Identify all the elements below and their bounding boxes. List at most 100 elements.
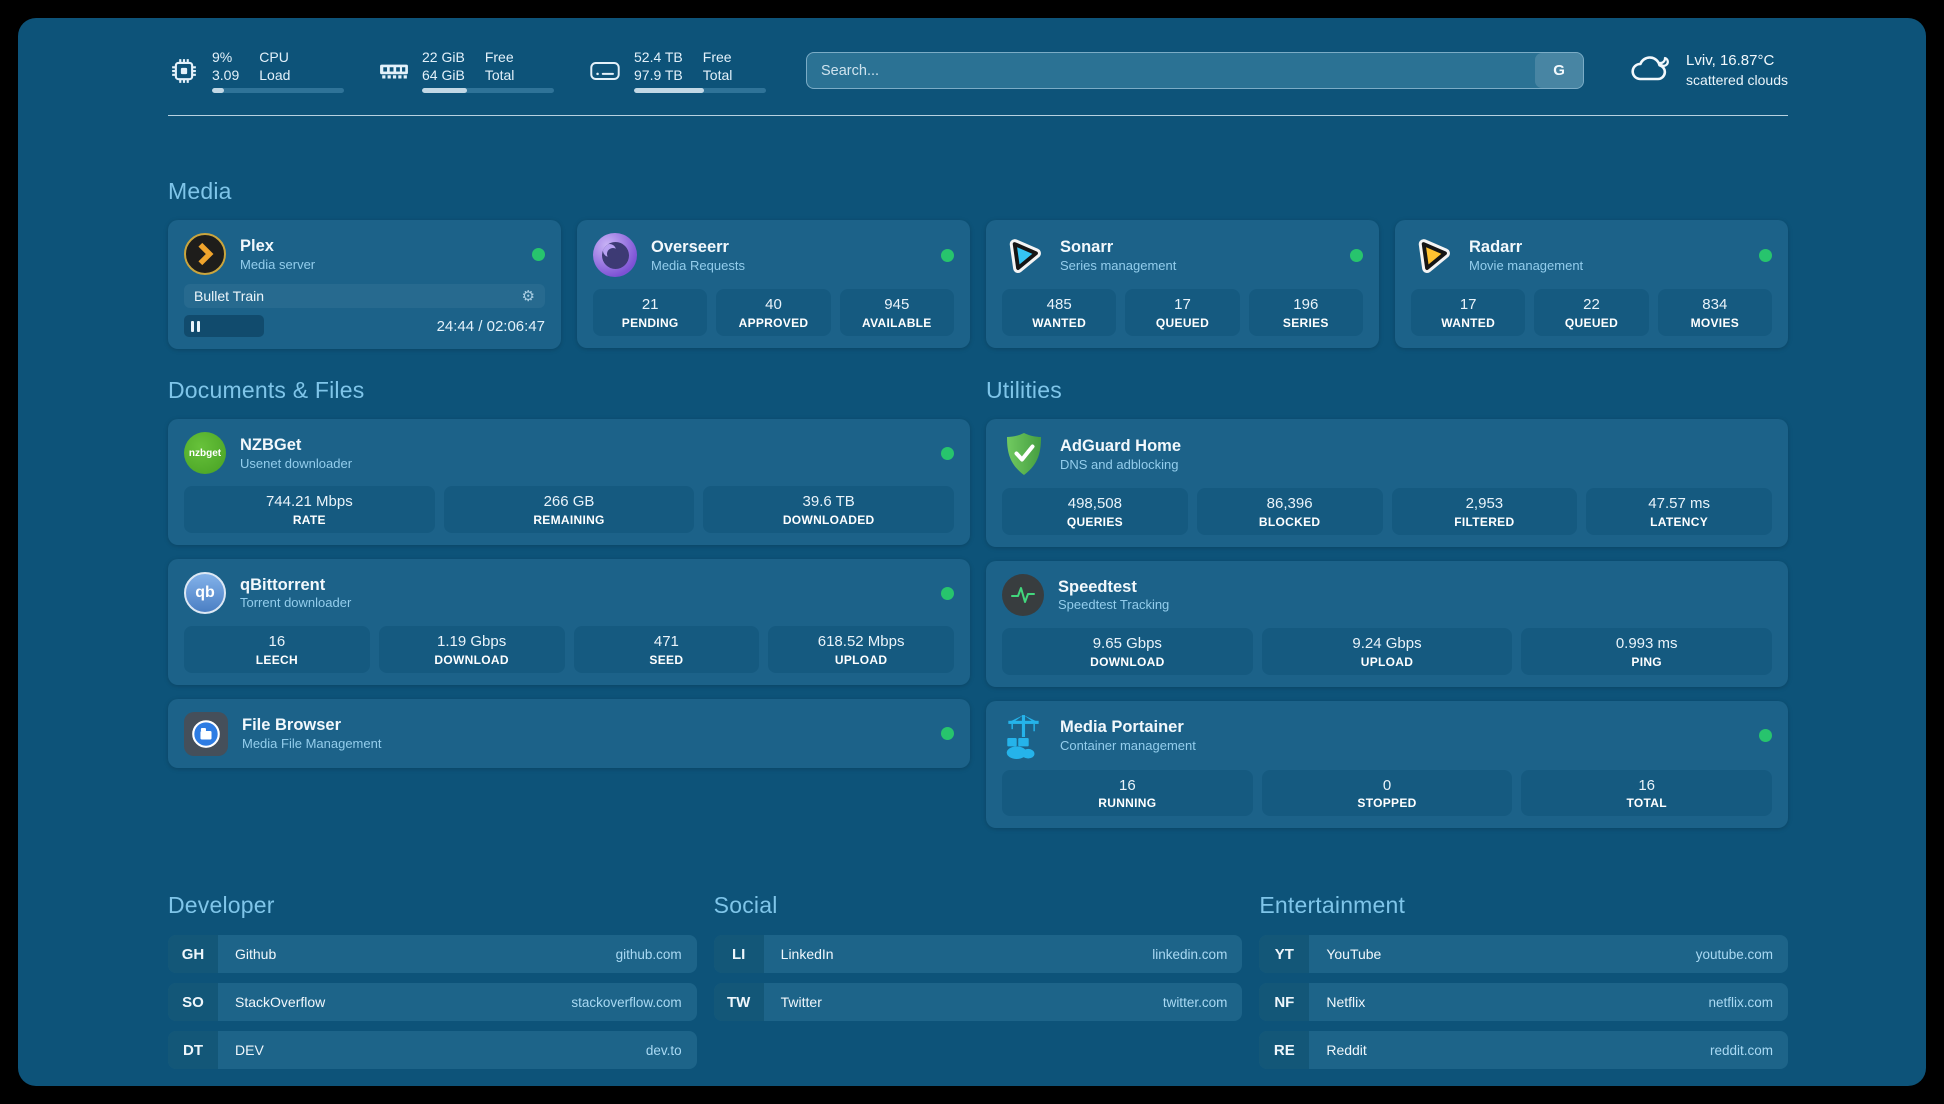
gear-icon[interactable]: ⚙: [521, 287, 535, 305]
app-card-overseerr[interactable]: Overseerr Media Requests 21 PENDING 40 A…: [577, 220, 970, 349]
status-online-dot: [941, 586, 954, 600]
app-card-portainer[interactable]: Media Portainer Container management 16 …: [986, 700, 1788, 829]
stat-box: 16 LEECH: [184, 626, 370, 673]
section-media: Media Plex Media server: [168, 178, 1788, 350]
disk-total: 97.9 TB: [634, 67, 683, 84]
bookmark-abbr: RE: [1259, 1031, 1310, 1070]
app-title: Sonarr: [1060, 237, 1114, 256]
radarr-icon: [1411, 233, 1455, 277]
stat-box: 9.24 Gbps UPLOAD: [1261, 628, 1513, 675]
cpu-label: CPU: [259, 49, 289, 65]
qbittorrent-icon: qb: [184, 572, 226, 615]
bookmark-twitter[interactable]: TW Twitter twitter.com: [713, 983, 1243, 1022]
status-online-dot: [941, 248, 954, 262]
stat-label: BLOCKED: [1258, 514, 1321, 529]
ram-usage-bar: [422, 88, 554, 94]
pause-button[interactable]: [184, 315, 264, 338]
stat-box: 40 APPROVED: [716, 289, 831, 337]
bookmark-dev[interactable]: DT DEV dev.to: [168, 1031, 697, 1070]
stat-box: 618.52 Mbps UPLOAD: [768, 626, 954, 673]
section-title-documents: Documents & Files: [168, 377, 365, 404]
disk-label2: Total: [702, 67, 733, 84]
bookmark-github[interactable]: GH Github github.com: [168, 935, 697, 974]
bookmark-abbr: TW: [713, 983, 764, 1022]
app-subtitle: Usenet downloader: [240, 455, 353, 471]
stat-box: 16 RUNNING: [1002, 769, 1253, 817]
bookmark-abbr: SO: [168, 983, 218, 1022]
stat-label: QUEUED: [1564, 315, 1619, 330]
stat-label: QUEUED: [1155, 315, 1210, 330]
app-card-filebrowser[interactable]: File Browser Media File Management: [168, 698, 970, 768]
weather-location-temp: Lviv, 16.87°C: [1686, 52, 1775, 70]
stat-value: 945: [884, 296, 910, 314]
app-subtitle: Container management: [1060, 737, 1196, 753]
app-title: qBittorrent: [240, 575, 326, 594]
cpu-chip-icon: [168, 55, 200, 87]
stat-box: 834 MOVIES: [1657, 289, 1772, 337]
stat-label: FILTERED: [1454, 514, 1515, 529]
app-card-qbittorrent[interactable]: qb qBittorrent Torrent downloader 16 LEE…: [168, 559, 970, 685]
stat-value: 485: [1046, 296, 1072, 314]
stat-label: TOTAL: [1626, 796, 1667, 811]
app-card-nzbget[interactable]: nzbget NZBGet Usenet downloader 744.21 M…: [168, 419, 970, 546]
section-title-entertainment: Entertainment: [1259, 892, 1406, 919]
bookmark-netflix[interactable]: NF Netflix netflix.com: [1259, 983, 1788, 1022]
section-documents: Documents & Files nzbget NZBGet Usenet d…: [168, 377, 970, 768]
app-card-speedtest[interactable]: Speedtest Speedtest Tracking 9.65 Gbps D…: [986, 561, 1788, 687]
app-title: Radarr: [1469, 237, 1523, 256]
bookmark-reddit[interactable]: RE Reddit reddit.com: [1259, 1031, 1788, 1070]
stat-value: 40: [765, 296, 782, 314]
nzbget-icon: nzbget: [184, 432, 226, 475]
app-card-sonarr[interactable]: Sonarr Series management 485 WANTED 17 Q…: [986, 220, 1379, 349]
stat-value: 618.52 Mbps: [817, 633, 905, 651]
bookmark-youtube[interactable]: YT YouTube youtube.com: [1259, 935, 1788, 974]
app-subtitle: Media File Management: [242, 735, 382, 751]
cloud-icon: [1628, 51, 1672, 90]
stat-label: STOPPED: [1357, 796, 1417, 811]
search-input[interactable]: [807, 53, 1536, 89]
stat-value: 21: [641, 296, 659, 314]
stat-box: 744.21 Mbps RATE: [184, 486, 435, 534]
disk-free: 52.4 TB: [634, 49, 683, 65]
stat-value: 22: [1583, 296, 1600, 314]
bookmark-name: YouTube: [1326, 946, 1382, 963]
bookmark-name: LinkedIn: [780, 946, 834, 963]
bookmark-stackoverflow[interactable]: SO StackOverflow stackoverflow.com: [168, 983, 697, 1022]
bookmark-linkedin[interactable]: LI LinkedIn linkedin.com: [713, 935, 1243, 974]
stat-box: 196 SERIES: [1248, 289, 1363, 337]
app-card-plex[interactable]: Plex Media server Bullet Train ⚙ 24:44 /…: [168, 220, 561, 350]
stat-box: 22 QUEUED: [1534, 289, 1649, 337]
stat-label: SERIES: [1282, 315, 1329, 330]
app-card-adguard[interactable]: AdGuard Home DNS and adblocking 498,508 …: [986, 419, 1788, 548]
ram-free: 22 GiB: [422, 49, 465, 65]
stat-value: 16: [1638, 776, 1656, 794]
stat-value: 47.57 ms: [1648, 495, 1710, 513]
app-title: File Browser: [242, 716, 342, 735]
stat-box: 266 GB REMAINING: [443, 486, 695, 534]
ram-metric: 22 GiB 64 GiB Free Total: [378, 48, 554, 94]
search-engine-button[interactable]: G: [1535, 53, 1584, 89]
stat-label: LEECH: [255, 652, 298, 667]
app-subtitle: Media Requests: [651, 257, 745, 273]
stat-value: 2,953: [1465, 495, 1504, 513]
bookmark-abbr: DT: [168, 1031, 218, 1070]
now-playing-title: Bullet Train: [194, 288, 265, 305]
app-card-radarr[interactable]: Radarr Movie management 17 WANTED 22 QUE…: [1395, 220, 1788, 349]
bookmark-name: Netflix: [1326, 994, 1366, 1011]
app-title: NZBGet: [240, 435, 302, 454]
section-developer: Developer GH Github github.com SO StackO…: [168, 892, 697, 1070]
app-title: Speedtest: [1058, 577, 1137, 596]
cpu-metric: 9% 3.09 CPU Load: [168, 48, 344, 94]
bookmark-url: reddit.com: [1709, 1042, 1773, 1058]
bookmark-url: youtube.com: [1695, 946, 1773, 962]
stat-value: 471: [653, 633, 679, 651]
now-playing-row: Bullet Train ⚙: [184, 284, 545, 309]
stat-label: AVAILABLE: [862, 315, 932, 330]
bookmark-name: Twitter: [780, 994, 822, 1011]
section-title-developer: Developer: [168, 892, 275, 919]
status-online-dot: [1350, 248, 1363, 262]
cpu-usage-bar: [212, 88, 344, 94]
bookmark-url: netflix.com: [1708, 994, 1773, 1010]
portainer-icon: [1002, 714, 1046, 759]
stat-label: WANTED: [1032, 315, 1087, 330]
